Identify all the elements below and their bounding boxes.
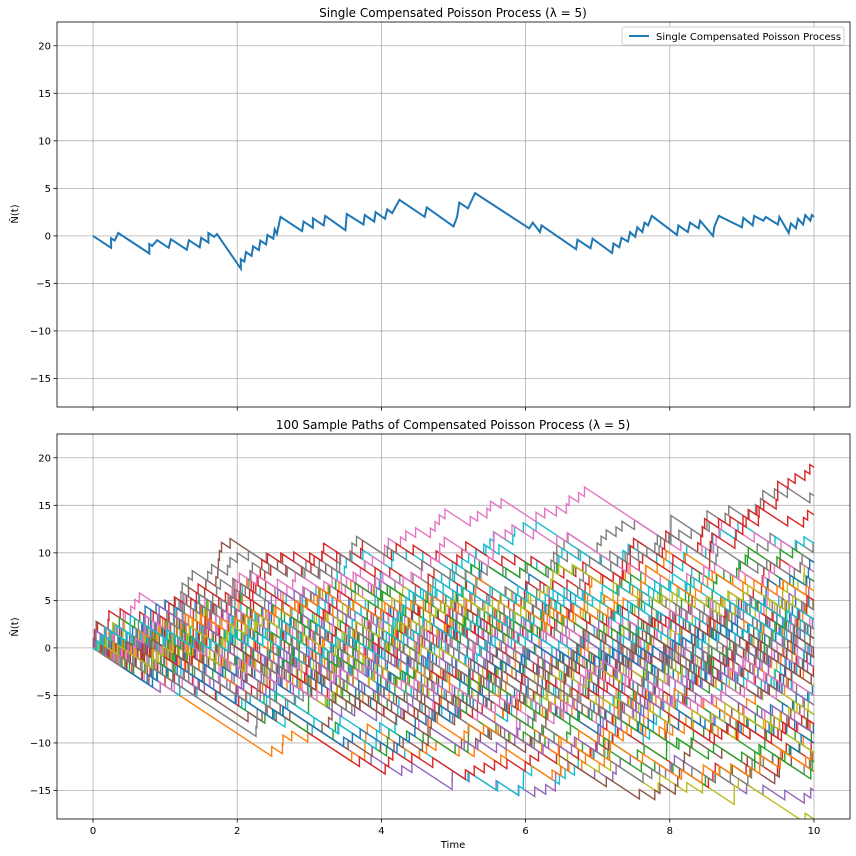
bottom-chart-title: 100 Sample Paths of Compensated Poisson … xyxy=(276,418,630,432)
sample-path-line xyxy=(92,634,815,751)
y-tick-label: 0 xyxy=(45,231,51,242)
y-tick-label: 5 xyxy=(45,184,51,195)
y-tick-label: −10 xyxy=(30,326,51,337)
sample-path-line xyxy=(92,647,815,789)
sample-path-line xyxy=(92,614,815,715)
top-axes-frame xyxy=(56,21,851,408)
y-tick-label: −15 xyxy=(30,786,51,797)
sample-path-line xyxy=(92,572,815,661)
top-grid xyxy=(57,22,850,407)
sample-path-line xyxy=(92,558,815,699)
top-lines xyxy=(92,191,815,272)
y-tick-label: 10 xyxy=(38,136,51,147)
bottom-lines xyxy=(92,463,815,819)
sample-path-line xyxy=(92,624,815,700)
bottom-y-axis-label: N̂(t) xyxy=(8,617,21,636)
y-tick-label: 20 xyxy=(38,453,51,464)
top-subplot: −15 −10 −5 0 5 10 15 20 Single Compensated Pois… xyxy=(8,6,851,411)
bottom-x-axis-label: Time xyxy=(440,840,465,851)
sample-path-line xyxy=(92,647,815,781)
top-ticks: −15 −10 −5 0 5 10 15 20 xyxy=(30,41,815,411)
top-chart-title: Single Compensated Poisson Process (λ = … xyxy=(319,6,587,20)
x-tick-label: 6 xyxy=(522,826,528,837)
y-tick-label: 20 xyxy=(38,41,51,52)
x-tick-label: 8 xyxy=(667,826,673,837)
sample-path-line xyxy=(92,581,815,669)
sample-path-line xyxy=(92,617,815,678)
sample-path-line xyxy=(92,622,815,701)
bottom-subplot: 0 2 4 6 8 10 −15 −10 −5 0 5 10 15 20 100 Sample Paths… xyxy=(8,418,851,851)
y-tick-label: 15 xyxy=(38,89,51,100)
top-plot-area xyxy=(57,22,850,407)
x-tick-label: 0 xyxy=(90,826,96,837)
top-legend: Single Compensated Poisson Process xyxy=(621,26,845,46)
sample-path-line xyxy=(92,604,815,756)
y-tick-label: 10 xyxy=(38,548,51,559)
y-tick-label: −5 xyxy=(36,691,51,702)
bottom-axes-frame xyxy=(56,433,851,820)
y-tick-label: 5 xyxy=(45,596,51,607)
y-tick-label: 15 xyxy=(38,501,51,512)
y-tick-label: −5 xyxy=(36,279,51,290)
sample-path-line xyxy=(92,533,815,660)
sample-path-line xyxy=(92,638,815,754)
sample-path-line xyxy=(92,621,815,722)
sample-path-line xyxy=(92,626,815,692)
legend-box xyxy=(621,26,845,46)
sample-path-line xyxy=(92,523,815,653)
series-line-single xyxy=(92,191,815,272)
bottom-ticks: 0 2 4 6 8 10 −15 −10 −5 0 5 10 15 20 xyxy=(30,453,820,837)
x-tick-label: 2 xyxy=(234,826,240,837)
sample-path-line xyxy=(92,647,815,801)
sample-path-line xyxy=(92,625,815,721)
y-tick-label: 0 xyxy=(45,643,51,654)
y-tick-label: −10 xyxy=(30,738,51,749)
x-tick-label: 10 xyxy=(808,826,821,837)
sample-path-line xyxy=(92,563,815,670)
y-tick-label: −15 xyxy=(30,374,51,385)
sample-path-line xyxy=(92,647,815,785)
sample-path-line xyxy=(92,642,815,787)
x-tick-label: 4 xyxy=(378,826,384,837)
top-y-axis-label: N̂(t) xyxy=(8,204,21,223)
legend-entry-label: Single Compensated Poisson Process xyxy=(656,32,841,43)
